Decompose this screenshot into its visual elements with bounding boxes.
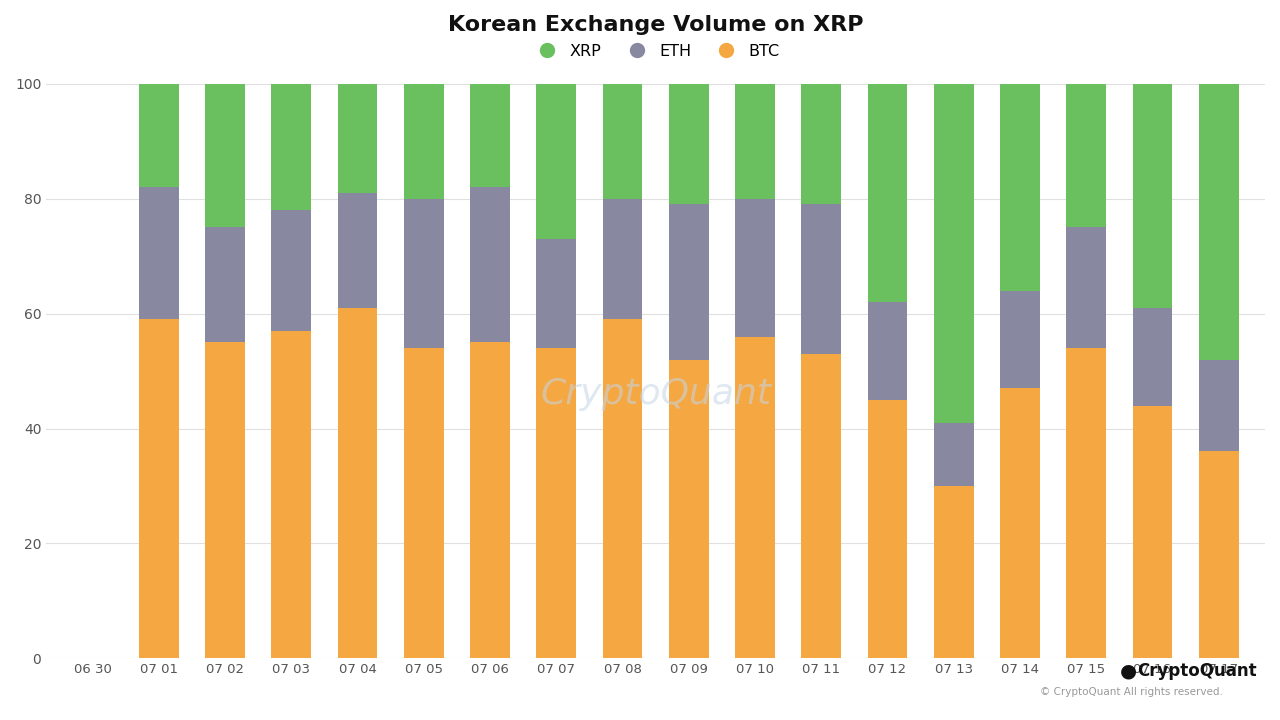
Bar [271,84,311,210]
Bar [470,187,509,342]
Bar [140,187,179,320]
Bar [470,342,509,658]
Bar [603,199,643,320]
Bar [404,84,444,199]
Bar [669,84,709,204]
Bar [1000,291,1039,388]
Bar [338,308,378,658]
Title: Korean Exchange Volume on XRP: Korean Exchange Volume on XRP [448,15,864,35]
Bar [801,84,841,204]
Bar [536,348,576,658]
Bar [735,336,774,658]
Bar [1199,84,1239,359]
Bar [140,84,179,187]
Bar [404,199,444,348]
Bar [1133,308,1172,405]
Bar [735,84,774,199]
Bar [205,342,244,658]
Bar [1133,84,1172,308]
Bar [205,84,244,228]
Bar [934,84,974,423]
Bar [536,239,576,348]
Bar [1066,84,1106,228]
Bar [1199,451,1239,658]
Bar [1066,348,1106,658]
Bar [801,354,841,658]
Bar [536,84,576,239]
Bar [868,302,908,400]
Bar [205,228,244,342]
Bar [934,423,974,486]
Text: CryptoQuant: CryptoQuant [540,377,771,411]
Legend: XRP, ETH, BTC: XRP, ETH, BTC [525,37,786,65]
Bar [801,204,841,354]
Bar [1000,84,1039,291]
Bar [271,210,311,330]
Bar [669,359,709,658]
Bar [404,348,444,658]
Bar [603,84,643,199]
Bar [1199,359,1239,451]
Bar [934,486,974,658]
Bar [603,320,643,658]
Bar [338,193,378,308]
Bar [140,320,179,658]
Bar [669,204,709,359]
Bar [271,330,311,658]
Bar [868,84,908,302]
Bar [470,84,509,187]
Bar [1133,405,1172,658]
Bar [1000,388,1039,658]
Text: CryptoQuant: CryptoQuant [1137,662,1256,680]
Bar [735,199,774,336]
Text: © CryptoQuant All rights reserved.: © CryptoQuant All rights reserved. [1039,687,1222,697]
Text: ●: ● [1120,662,1137,680]
Bar [1066,228,1106,348]
Bar [338,84,378,193]
Bar [868,400,908,658]
